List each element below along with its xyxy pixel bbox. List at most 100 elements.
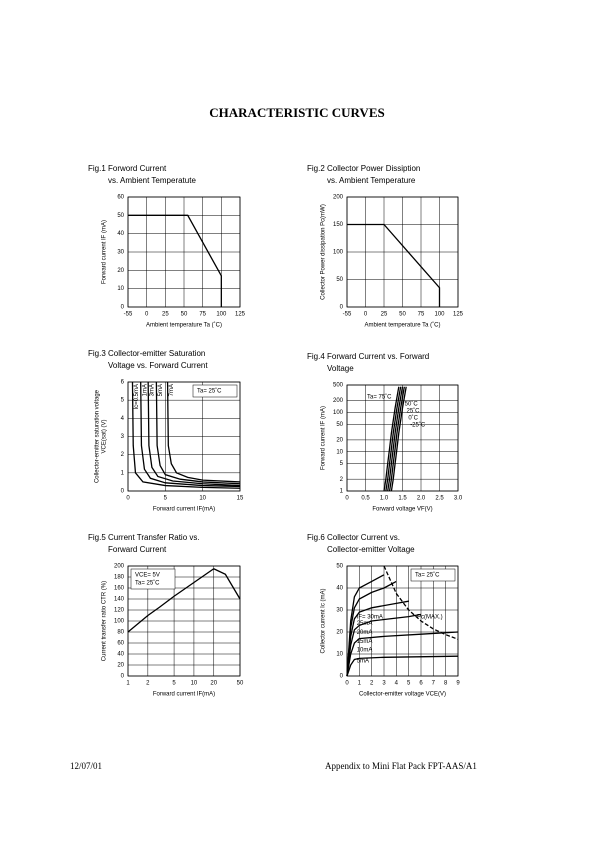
annotation: Ta= 25˚C — [415, 572, 440, 579]
y-tick-label: 30 — [336, 608, 343, 614]
y-tick-label: 60 — [117, 195, 124, 201]
curve — [346, 655, 459, 677]
curve-label: 7mA — [169, 384, 175, 396]
y-tick-label: 50 — [336, 422, 343, 428]
y-tick-label: 20 — [336, 630, 343, 636]
footer-text: Appendix to Mini Flat Pack FPT-AAS/A1 — [325, 761, 477, 771]
x-tick-label: 5 — [172, 681, 176, 687]
y-axis-label: Collector current Ic (mA) — [321, 588, 327, 653]
curve — [140, 381, 241, 488]
y-tick-label: 0 — [121, 305, 125, 311]
curve — [127, 568, 241, 633]
curve-label: 20mA — [357, 630, 373, 636]
y-tick-label: 5 — [121, 398, 125, 404]
y-tick-label: 40 — [336, 586, 343, 592]
x-tick-label: 10 — [191, 681, 198, 687]
x-tick-label: 1.5 — [398, 496, 407, 502]
curve-label: 1mA — [142, 384, 148, 396]
x-axis-label: Forward current IF(mA) — [153, 507, 215, 513]
y-tick-label: 0 — [340, 674, 344, 680]
x-tick-label: 5 — [407, 681, 411, 687]
chart-subtitle: vs. Ambient Temperatute — [108, 176, 196, 185]
x-tick-label: 15 — [237, 496, 244, 502]
x-tick-label: 3 — [382, 681, 386, 687]
curve — [385, 386, 402, 492]
y-tick-label: 180 — [114, 575, 125, 581]
curve — [155, 381, 241, 485]
curve-label: Pc(MAX.) — [417, 615, 443, 621]
curve — [128, 214, 222, 307]
x-tick-label: 10 — [199, 496, 206, 502]
y-tick-label: 6 — [121, 380, 125, 386]
plot-frame — [346, 565, 459, 677]
curve — [383, 565, 459, 640]
chart-title: Fig.5 Current Transfer Ratio vs. — [88, 533, 200, 542]
x-tick-label: 25 — [162, 312, 169, 318]
plot-frame — [127, 196, 241, 308]
y-tick-label: 5 — [340, 461, 344, 467]
x-tick-label: 125 — [453, 312, 464, 318]
x-tick-label: 6 — [419, 681, 423, 687]
y-tick-label: 120 — [114, 608, 125, 614]
curve — [346, 613, 422, 677]
y-tick-label: 2 — [340, 477, 344, 483]
x-tick-label: 5 — [164, 496, 168, 502]
x-tick-label: 0 — [126, 496, 130, 502]
y-tick-label: 20 — [117, 268, 124, 274]
plot-frame — [346, 384, 459, 492]
x-axis-label: Ambient temperature Ta (˚C) — [365, 322, 441, 329]
plot-frame — [346, 196, 459, 308]
y-tick-label: 20 — [117, 663, 124, 669]
y-tick-label: 50 — [117, 213, 124, 219]
x-axis-label: Collector-emitter voltage VCE(V) — [359, 692, 446, 698]
curve-label: 0˚C — [408, 415, 418, 422]
annotation: Ta= 25˚C — [135, 580, 160, 587]
y-tick-label: 1 — [121, 470, 125, 476]
y-tick-label: 160 — [114, 586, 125, 592]
x-tick-label: 1 — [126, 681, 130, 687]
y-tick-label: 20 — [336, 437, 343, 443]
curve — [346, 600, 409, 677]
y-tick-label: 40 — [117, 231, 124, 237]
curve-label: 5mA — [357, 659, 369, 665]
y-tick-label: 10 — [336, 652, 343, 658]
curve — [390, 386, 407, 492]
x-tick-label: 2.5 — [435, 496, 444, 502]
curve-label: 3mA — [150, 384, 156, 396]
y-tick-label: 80 — [117, 630, 124, 636]
y-axis-label: Forward current IF (mA) — [321, 406, 327, 470]
page-title: CHARACTERISTIC CURVES — [209, 105, 384, 120]
curve-label: 50˚C — [405, 401, 419, 408]
x-tick-label: 0 — [145, 312, 149, 318]
y-tick-label: 10 — [336, 449, 343, 455]
y-tick-label: 0 — [121, 489, 125, 495]
chart-subtitle: vs. Ambient Temperature — [327, 176, 416, 185]
y-tick-label: 60 — [117, 641, 124, 647]
y-axis-label: Collector Power dissipation Pc(mW) — [321, 204, 327, 300]
x-tick-label: 100 — [216, 312, 227, 318]
y-tick-label: 0 — [340, 305, 344, 311]
x-tick-label: 125 — [235, 312, 246, 318]
y-tick-label: 50 — [336, 277, 343, 283]
x-tick-label: 25 — [381, 312, 388, 318]
x-tick-label: 50 — [181, 312, 188, 318]
annotation: Ta= 25˚C — [197, 388, 222, 395]
curve-label: IF= 30mA — [357, 615, 383, 621]
curve-label: Ta= 75˚C — [367, 394, 392, 401]
y-tick-label: 50 — [336, 564, 343, 570]
x-tick-label: 20 — [210, 681, 217, 687]
x-tick-label: 2.0 — [417, 496, 426, 502]
y-tick-label: 100 — [114, 619, 125, 625]
x-tick-label: 75 — [199, 312, 206, 318]
x-tick-label: 50 — [237, 681, 244, 687]
y-tick-label: 10 — [117, 286, 124, 292]
x-axis-label: Forward current IF(mA) — [153, 692, 215, 698]
x-tick-label: 0 — [345, 681, 349, 687]
curve — [383, 386, 400, 492]
curve-label: 5mA — [158, 384, 164, 396]
x-tick-label: 7 — [432, 681, 436, 687]
x-tick-label: -55 — [124, 312, 133, 318]
annotation-box — [130, 568, 176, 590]
chart-subtitle: Collector-emitter Voltage — [327, 545, 415, 554]
y-tick-label: 1 — [340, 489, 344, 495]
